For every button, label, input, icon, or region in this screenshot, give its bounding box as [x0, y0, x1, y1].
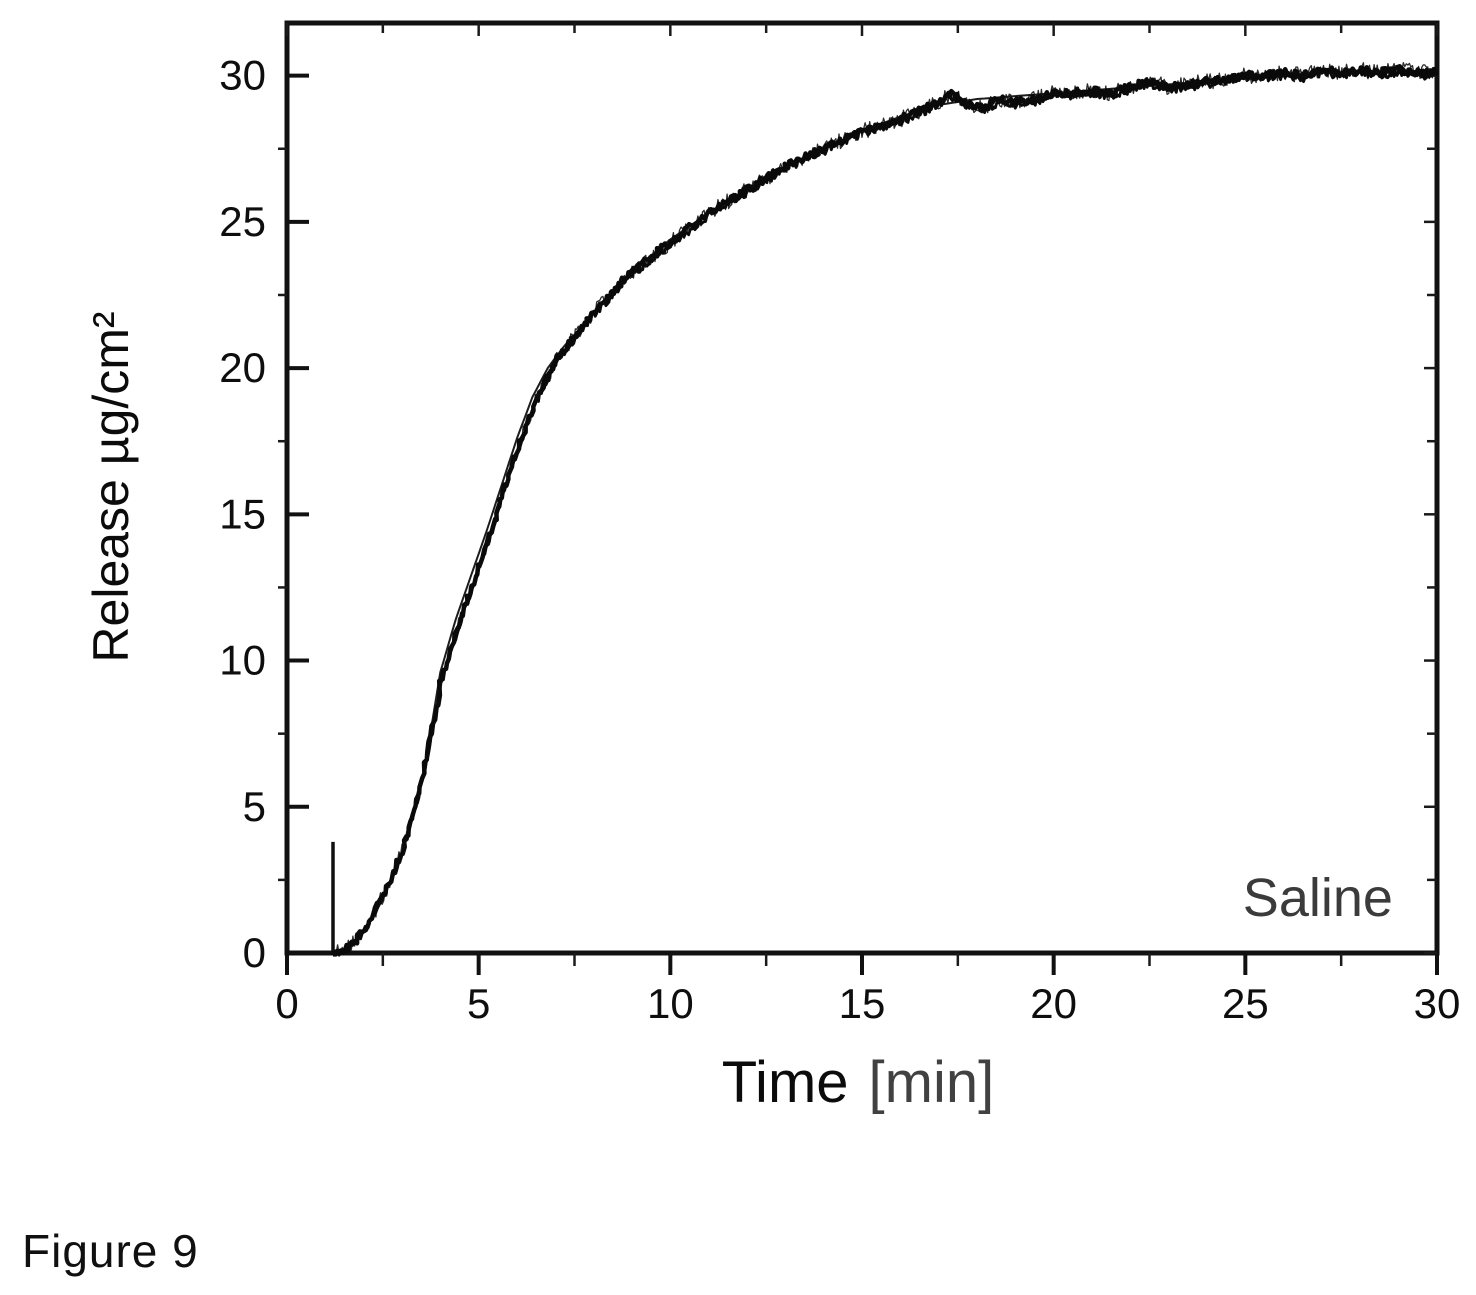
series-annotation-saline: Saline	[1243, 868, 1393, 928]
x-tick-label: 15	[839, 980, 886, 1027]
x-tick-label: 5	[467, 980, 490, 1027]
x-tick-label: 20	[1030, 980, 1077, 1027]
axis-ticks	[278, 23, 1439, 975]
x-tick-label: 10	[647, 980, 694, 1027]
y-tick-label: 25	[219, 198, 266, 245]
y-tick-label: 5	[243, 783, 266, 830]
y-tick-label: 10	[219, 637, 266, 684]
plot-border	[284, 20, 1440, 956]
y-tick-label: 20	[219, 344, 266, 391]
y-tick-label: 30	[219, 52, 266, 99]
axis-tick-labels: 0 5 10 15 20 25 30 0 5 10 15 20 25 30	[219, 52, 1460, 1027]
x-axis-label-main: Time	[722, 1050, 849, 1115]
y-axis-label: Release µg/cm²	[83, 311, 139, 662]
data-curves	[330, 62, 1439, 957]
x-tick-label: 0	[275, 980, 298, 1027]
figure-caption: Figure 9	[22, 1225, 199, 1277]
x-tick-label: 25	[1222, 980, 1269, 1027]
x-tick-label: 30	[1414, 980, 1461, 1027]
y-tick-label: 15	[219, 490, 266, 537]
x-axis-label-unit: [min]	[869, 1050, 995, 1115]
y-tick-label: 0	[243, 929, 266, 976]
measured-curve	[330, 64, 1439, 956]
x-axis-label: Time [min]	[722, 1050, 994, 1115]
